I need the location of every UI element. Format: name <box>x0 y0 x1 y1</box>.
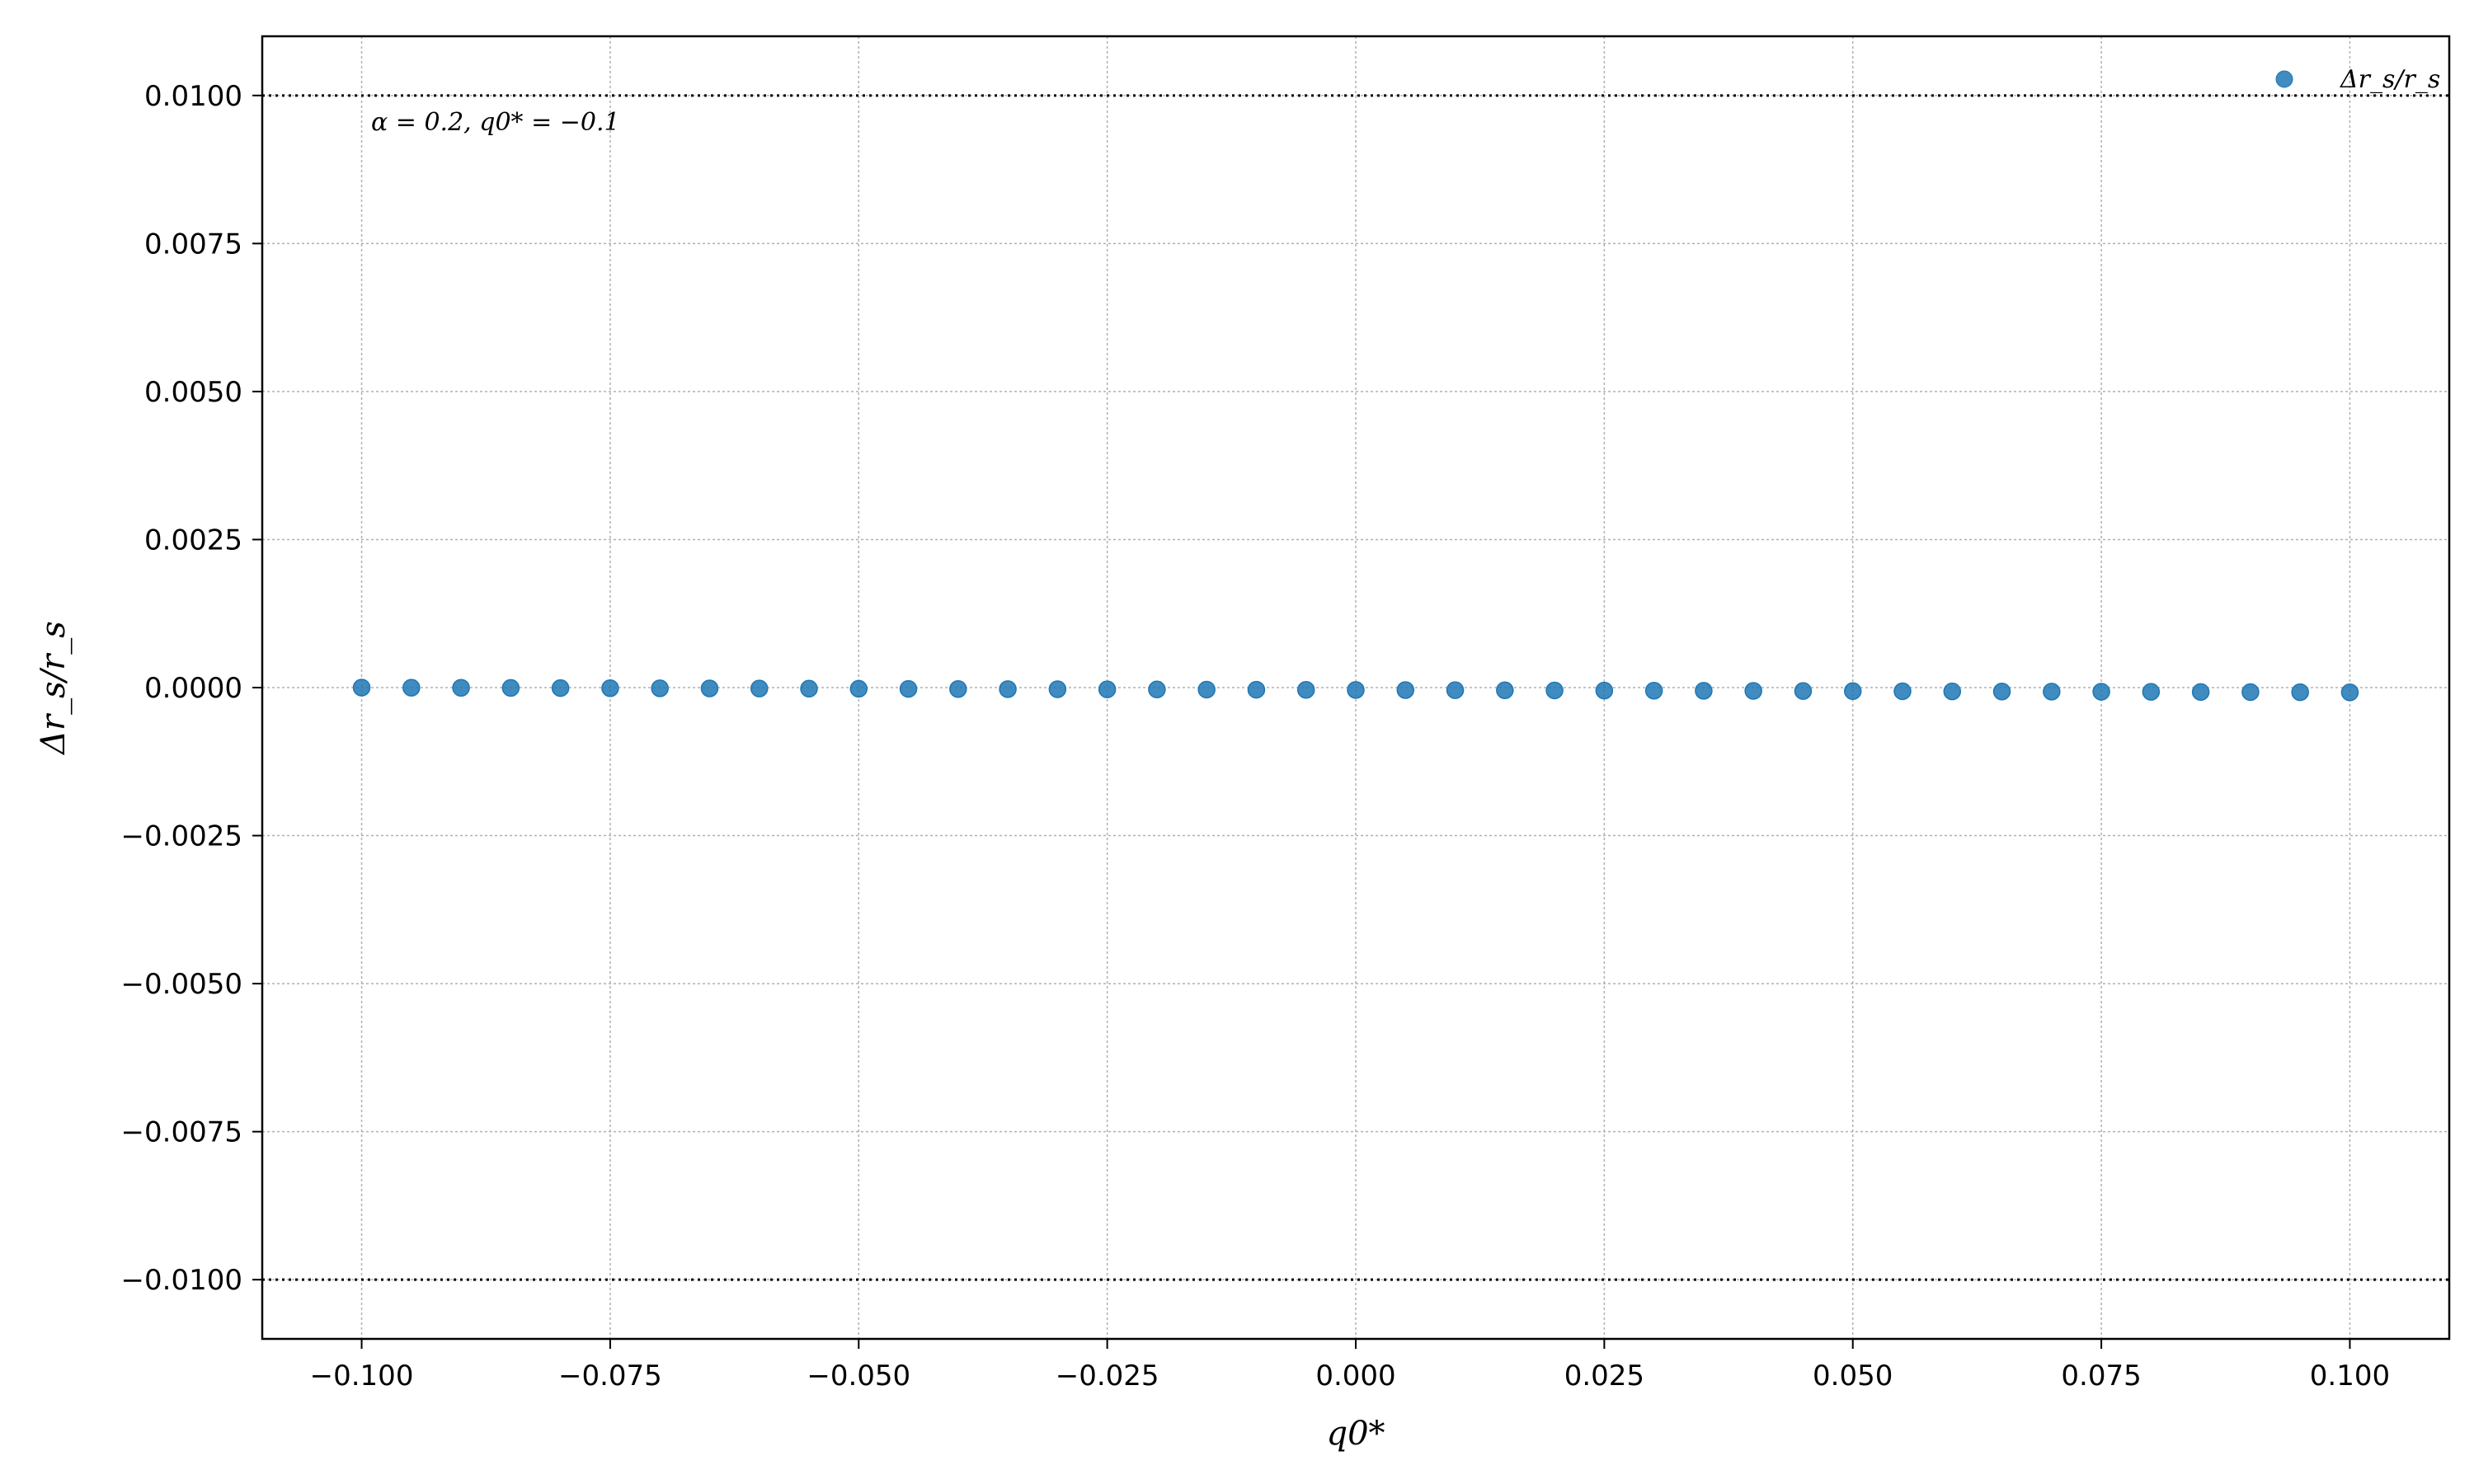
data-point <box>1396 681 1415 699</box>
x-tick-label: 0.025 <box>1564 1360 1644 1392</box>
data-point <box>1296 680 1315 699</box>
y-tick-label: −0.0075 <box>121 1116 242 1149</box>
data-point <box>1843 682 1862 701</box>
legend: Δr_s/r_s <box>2275 65 2440 94</box>
x-tick-label: 0.050 <box>1813 1360 1893 1392</box>
x-tick-label: −0.075 <box>558 1360 662 1392</box>
data-point <box>800 679 818 698</box>
reference-lines <box>262 94 2449 1281</box>
x-axis: −0.100 −0.075 −0.050 −0.025 0.000 0.025 0.050 0… <box>310 1339 2390 1392</box>
y-axis: 0.0100 0.0075 0.0050 0.0025 0.0000 −0.0025 −0.… <box>121 80 262 1297</box>
data-point <box>501 679 520 697</box>
data-point <box>452 679 470 697</box>
y-tick-label: 0.0100 <box>144 80 242 113</box>
x-axis-label: q0* <box>1326 1415 1385 1453</box>
x-tick-label: 0.000 <box>1315 1360 1395 1392</box>
data-point <box>2191 683 2210 702</box>
data-point <box>1098 680 1117 698</box>
data-point <box>750 679 769 697</box>
y-tick-label: 0.0050 <box>144 376 242 409</box>
data-point <box>601 679 619 697</box>
data-point <box>949 679 967 698</box>
data-point <box>2241 683 2260 702</box>
y-tick-label: −0.0025 <box>121 820 242 853</box>
data-point <box>1695 682 1713 700</box>
data-point <box>1247 680 1266 699</box>
data-point <box>352 679 371 697</box>
data-point <box>700 679 719 697</box>
data-point <box>1446 681 1465 699</box>
y-tick-label: 0.0000 <box>144 672 242 705</box>
data-point <box>1595 681 1614 700</box>
y-tick-label: −0.0100 <box>121 1264 242 1297</box>
data-point <box>899 679 918 698</box>
legend-label: Δr_s/r_s <box>2340 65 2440 94</box>
data-point <box>1347 681 1365 699</box>
y-tick-label: 0.0075 <box>144 228 242 261</box>
x-tick-label: −0.050 <box>807 1360 910 1392</box>
data-point <box>1744 682 1762 700</box>
x-tick-label: −0.025 <box>1056 1360 1159 1392</box>
data-point <box>1148 680 1166 699</box>
data-point <box>1943 682 1962 701</box>
data-point <box>1545 681 1564 700</box>
data-point <box>849 679 868 698</box>
data-point <box>1992 682 2011 701</box>
legend-marker <box>2275 70 2293 88</box>
y-tick-label: 0.0025 <box>144 524 242 556</box>
data-point <box>2092 683 2110 701</box>
data-point <box>1048 680 1067 698</box>
data-points <box>352 679 2359 702</box>
data-point <box>1794 682 1813 700</box>
x-tick-label: −0.100 <box>310 1360 414 1392</box>
data-point <box>651 679 669 697</box>
data-point <box>1496 681 1514 700</box>
data-point <box>2291 683 2309 702</box>
x-tick-label: 0.100 <box>2310 1360 2390 1392</box>
grid-lines <box>262 36 2449 1339</box>
data-point <box>2142 683 2161 701</box>
annotation-text: α = 0.2, q0* = −0.1 <box>371 108 620 137</box>
data-point <box>1197 680 1216 699</box>
data-point <box>999 680 1017 698</box>
data-point <box>2043 683 2061 701</box>
data-point <box>1644 681 1663 700</box>
data-point <box>2340 683 2359 702</box>
data-point <box>402 679 421 697</box>
y-tick-label: −0.0050 <box>121 968 242 1001</box>
x-tick-label: 0.075 <box>2061 1360 2141 1392</box>
y-axis-label: Δr_s/r_s <box>35 621 73 756</box>
data-point <box>1893 682 1912 701</box>
data-point <box>551 679 570 697</box>
